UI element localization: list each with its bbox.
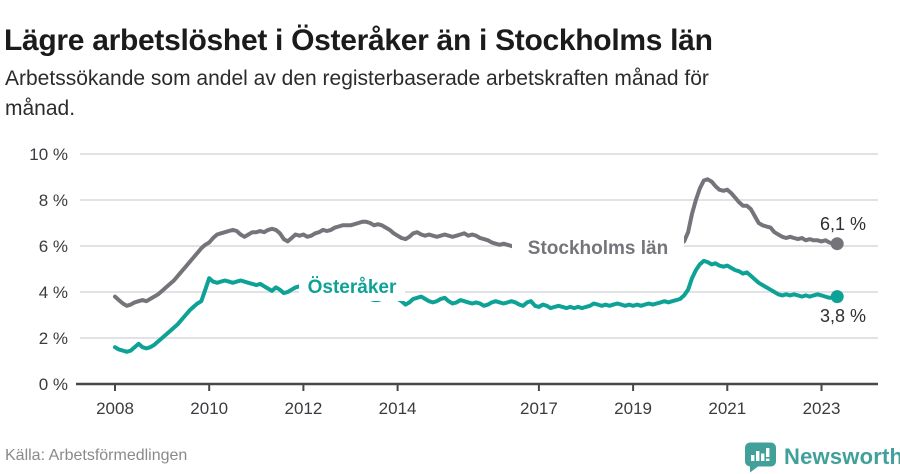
y-tick-label: 2 % — [39, 329, 68, 348]
series-line-osteraker — [113, 258, 840, 354]
x-tick-label: 2010 — [190, 399, 228, 418]
y-tick-label: 8 % — [39, 191, 68, 210]
series-label-mask — [512, 232, 684, 262]
brand-name: Newsworthy — [784, 444, 900, 469]
series-line-stockholms-lan — [113, 177, 840, 308]
newsworthy-logo: Newsworthy — [744, 441, 900, 473]
source-note: Källa: Arbetsförmedlingen — [5, 447, 188, 464]
x-tick-label: 2008 — [96, 399, 134, 418]
x-tick-label: 2014 — [379, 399, 417, 418]
x-tick-label: 2019 — [614, 399, 652, 418]
page-title: Lägre arbetslöshet i Österåker än i Stoc… — [4, 24, 713, 58]
bar-chart-speech-bubble-icon — [745, 442, 776, 472]
y-tick-label: 6 % — [39, 237, 68, 256]
chart-subtitle: Arbetssökande som andel av den registerb… — [5, 64, 865, 124]
subtitle-line-1: Arbetssökande som andel av den registerb… — [5, 67, 709, 90]
series-label-stockholms-lan: Stockholms län — [528, 238, 668, 259]
y-tick-label: 0 % — [39, 375, 68, 394]
series-label-osteraker: Österåker — [308, 277, 397, 298]
series-end-value-stockholms-lan: 6,1 % — [820, 214, 866, 234]
series-label-mask — [299, 271, 405, 301]
series-end-dot-stockholms-lan — [830, 237, 844, 251]
x-tick-label: 2021 — [708, 399, 746, 418]
x-tick-label: 2017 — [520, 399, 558, 418]
subtitle-line-2: månad. — [5, 97, 76, 120]
y-tick-label: 10 % — [29, 145, 68, 164]
y-tick-label: 4 % — [39, 283, 68, 302]
x-tick-label: 2023 — [803, 399, 841, 418]
series-end-dot-osteraker — [830, 290, 844, 304]
x-tick-label: 2012 — [284, 399, 322, 418]
series-end-value-osteraker: 3,8 % — [820, 306, 866, 326]
